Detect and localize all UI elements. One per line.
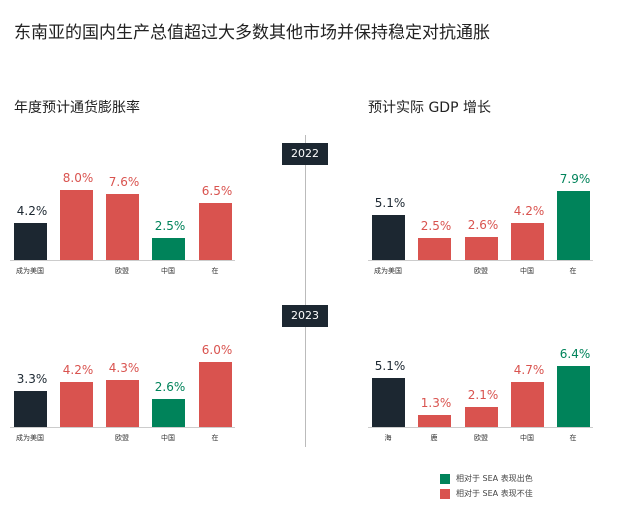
bar xyxy=(14,391,47,427)
legend-item-outperform: 相对于 SEA 表现出色 xyxy=(440,473,533,484)
x-axis xyxy=(368,427,593,428)
bar xyxy=(418,238,451,260)
data-label: 6.4% xyxy=(559,347,591,361)
bar xyxy=(60,381,93,427)
bar xyxy=(199,203,232,260)
year-badge-2022: 2022 xyxy=(282,143,328,165)
page-title: 东南亚的国内生产总值超过大多数其他市场并保持稳定对抗通胀 xyxy=(14,23,490,43)
category-label: 中国 xyxy=(161,434,175,442)
bar xyxy=(106,380,139,427)
data-label: 4.7% xyxy=(513,363,545,378)
category-label: 在 xyxy=(211,267,219,275)
category-label: 欧盟 xyxy=(115,267,129,275)
category-label: 成为美国 xyxy=(374,267,402,275)
legend-label: 相对于 SEA 表现出色 xyxy=(456,474,533,483)
data-label: 2.6% xyxy=(154,379,186,394)
data-label: 5.1% xyxy=(374,196,406,211)
inflation-title: 年度预计通货膨胀率 xyxy=(14,100,140,116)
bar xyxy=(465,237,498,260)
bar xyxy=(106,193,139,260)
data-label: 4.3% xyxy=(108,361,140,376)
bar xyxy=(557,191,590,260)
bar xyxy=(372,215,405,260)
category-label: 鹿 xyxy=(430,434,438,442)
x-axis xyxy=(10,427,235,428)
data-label: 6.0% xyxy=(201,343,233,357)
data-label: 4.2% xyxy=(16,204,48,219)
data-label: 8.0% xyxy=(62,171,94,185)
category-label: 在 xyxy=(211,434,219,442)
bar xyxy=(418,414,451,427)
category-label: 成为美国 xyxy=(16,434,44,442)
category-label: 欧盟 xyxy=(115,434,129,442)
bar xyxy=(14,223,47,260)
data-label: 2.6% xyxy=(467,218,499,233)
data-label: 7.9% xyxy=(559,172,591,186)
data-label: 4.2% xyxy=(62,362,94,377)
legend-swatch xyxy=(440,473,450,484)
data-label: 2.5% xyxy=(154,219,186,234)
legend-swatch xyxy=(440,488,450,499)
bar xyxy=(511,223,544,260)
data-label: 4.2% xyxy=(513,204,545,219)
center-divider xyxy=(305,135,306,447)
bar xyxy=(60,190,93,260)
year-badge-2023: 2023 xyxy=(282,305,328,327)
data-label: 1.3% xyxy=(420,395,452,410)
data-label: 6.5% xyxy=(201,184,233,199)
x-axis xyxy=(368,260,593,261)
data-label: 2.1% xyxy=(467,387,499,402)
bar xyxy=(152,238,185,260)
bar xyxy=(372,378,405,427)
category-label: 成为美国 xyxy=(16,267,44,275)
x-axis xyxy=(10,260,235,261)
category-label: 中国 xyxy=(520,267,534,275)
category-label: 海 xyxy=(384,434,392,442)
data-label: 2.5% xyxy=(420,219,452,234)
bar xyxy=(465,406,498,427)
bar xyxy=(557,366,590,427)
category-label: 欧盟 xyxy=(474,267,488,275)
category-label: 欧盟 xyxy=(474,434,488,442)
data-label: 5.1% xyxy=(374,359,406,374)
category-label: 中国 xyxy=(520,434,534,442)
category-label: 在 xyxy=(569,267,577,275)
legend-label: 相对于 SEA 表现不佳 xyxy=(456,489,533,498)
bar xyxy=(199,362,232,427)
bar xyxy=(152,398,185,427)
bar xyxy=(511,382,544,427)
gdp-title: 预计实际 GDP 增长 xyxy=(368,100,491,116)
legend-item-underperform: 相对于 SEA 表现不佳 xyxy=(440,488,533,499)
category-label: 在 xyxy=(569,434,577,442)
category-label: 中国 xyxy=(161,267,175,275)
data-label: 3.3% xyxy=(16,372,48,387)
data-label: 7.6% xyxy=(108,174,140,189)
